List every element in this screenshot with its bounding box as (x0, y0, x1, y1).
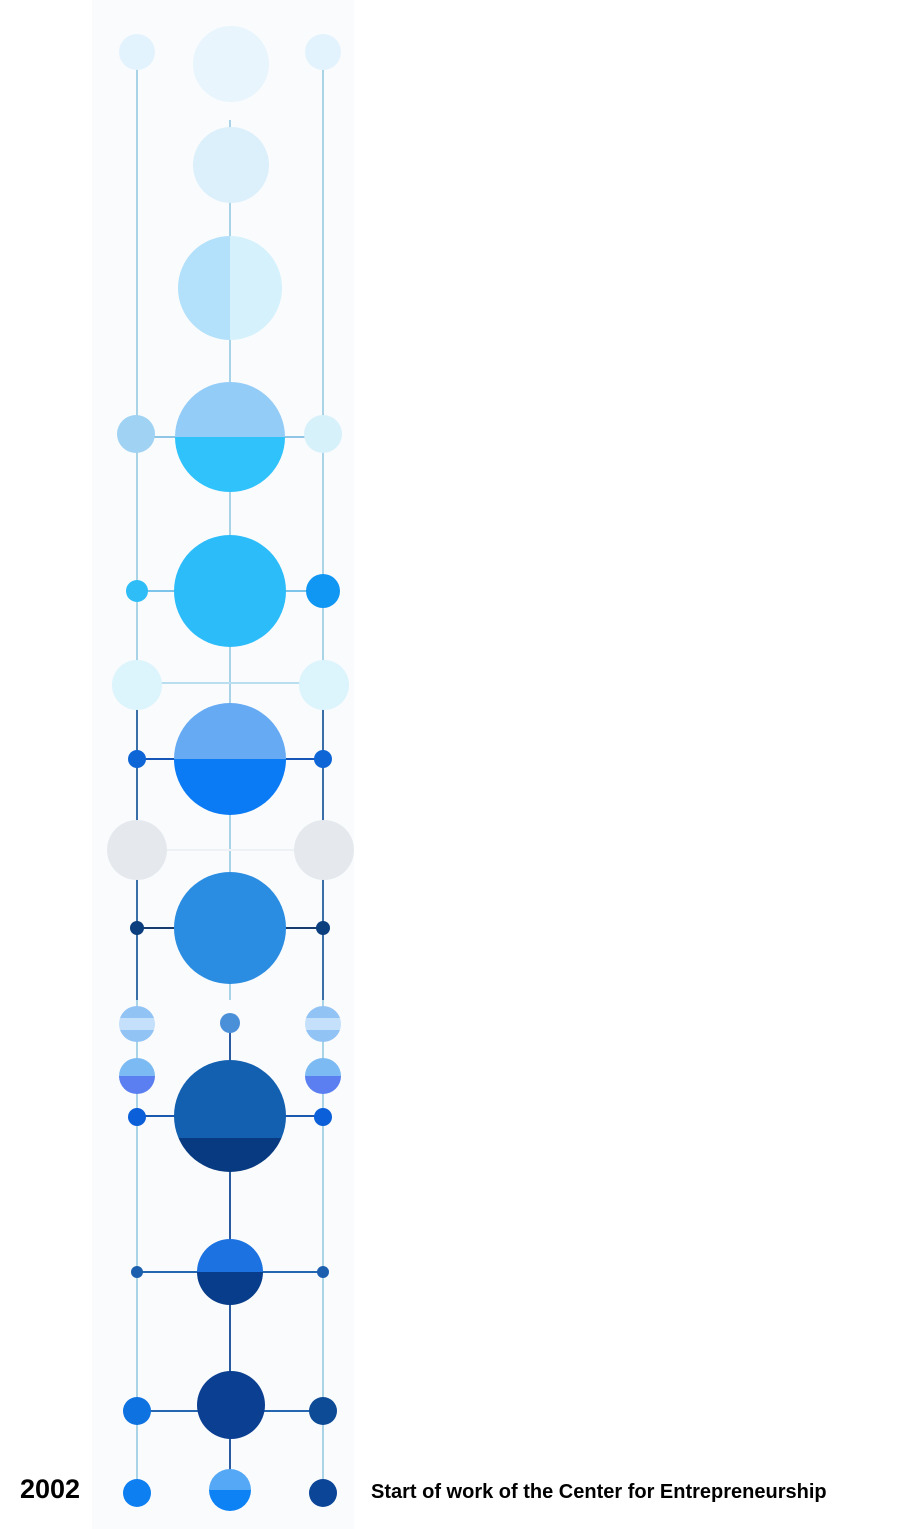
node-r5-left (112, 660, 162, 710)
node-r7-right (294, 820, 354, 880)
node-2002-left (123, 1479, 151, 1507)
node-r8-center (174, 872, 286, 984)
node-r10-right (305, 1058, 341, 1094)
node-r13-left (123, 1397, 151, 1425)
node-r6-right (314, 750, 332, 768)
node-r7-left (107, 820, 167, 880)
node-2002-center (209, 1469, 251, 1511)
node-r3-right (304, 415, 342, 453)
node-r0-center (193, 26, 269, 102)
node-r13-center (197, 1371, 265, 1439)
node-r2-center (178, 236, 282, 340)
node-r12-left (131, 1266, 143, 1278)
node-r9-left (119, 1006, 155, 1042)
node-r0-left (119, 34, 155, 70)
node-r1-center (193, 127, 269, 203)
node-r4-center (174, 535, 286, 647)
node-r0-right (305, 34, 341, 70)
node-r3-left (117, 415, 155, 453)
node-r3-center (175, 382, 285, 492)
node-r13-right (309, 1397, 337, 1425)
node-r10-left (119, 1058, 155, 1094)
node-r11-right (314, 1108, 332, 1126)
node-r12-right (317, 1266, 329, 1278)
node-r9-right (305, 1006, 341, 1042)
node-r8-right (316, 921, 330, 935)
node-r5-right (299, 660, 349, 710)
node-r11-center (174, 1060, 286, 1172)
node-r9-center (220, 1013, 240, 1033)
node-r4-right (306, 574, 340, 608)
node-r11-left (128, 1108, 146, 1126)
node-r8-left (130, 921, 144, 935)
timeline-year-label: 2002 (20, 1474, 81, 1504)
node-r6-left (128, 750, 146, 768)
node-2002-right (309, 1479, 337, 1507)
timeline-event-label: Start of work of the Center for Entrepre… (371, 1481, 827, 1503)
node-r4-left (126, 580, 148, 602)
